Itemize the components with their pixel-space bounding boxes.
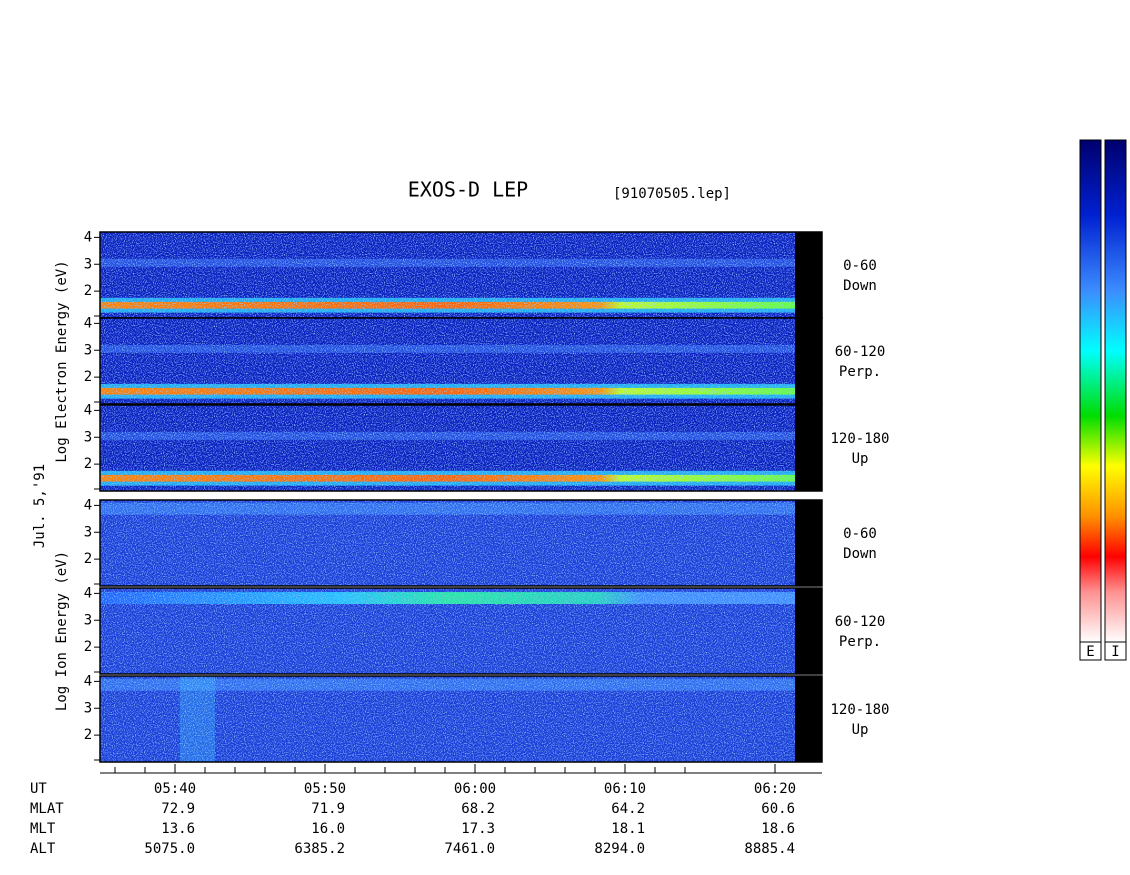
y-tick-label: 3 — [84, 700, 92, 716]
ephemeris-value: 13.6 — [161, 821, 195, 837]
y-tick-label: 3 — [84, 256, 92, 272]
ephemeris-value: 18.1 — [611, 821, 645, 837]
color-bar-label: I — [1111, 644, 1119, 660]
ephemeris-value: 64.2 — [611, 801, 645, 817]
y-tick-label: 4 — [84, 585, 92, 601]
color-bar — [1104, 139, 1127, 643]
x-tick-label: 05:40 — [154, 781, 196, 797]
color-bar-label-box — [1104, 641, 1127, 661]
speckle — [100, 318, 795, 404]
y-tick-label: 2 — [84, 639, 92, 655]
panel-frame — [99, 499, 823, 587]
y-tick-label: 3 — [84, 612, 92, 628]
direction-label: Up — [852, 451, 869, 467]
color-bar-label-box — [1079, 641, 1102, 661]
y-axis-label: Log Electron Energy (eV) — [54, 260, 70, 462]
ephemeris-value: 8294.0 — [594, 841, 645, 857]
speckle — [100, 405, 795, 491]
direction-label: Down — [843, 278, 877, 294]
ephemeris-value: 71.9 — [311, 801, 345, 817]
ephemeris-label: UT — [30, 781, 47, 797]
speckle — [100, 232, 795, 318]
no-data — [795, 676, 822, 762]
no-data — [795, 318, 822, 404]
angle-label: 60-120 — [835, 614, 886, 630]
y-tick-label: 3 — [84, 524, 92, 540]
y-tick-label: 4 — [84, 402, 92, 418]
angle-label: 0-60 — [843, 526, 877, 542]
x-tick-label: 06:10 — [604, 781, 646, 797]
ephemeris-value: 8885.4 — [744, 841, 795, 857]
y-tick-label: 4 — [84, 497, 92, 513]
title: EXOS-D LEP — [408, 178, 528, 202]
color-bar-label: E — [1086, 644, 1094, 660]
y-tick-label: 2 — [84, 727, 92, 743]
ephemeris-value: 72.9 — [161, 801, 195, 817]
angle-label: 120-180 — [830, 702, 889, 718]
no-data — [795, 588, 822, 674]
y-tick-label: 4 — [84, 315, 92, 331]
x-tick-label: 06:00 — [454, 781, 496, 797]
direction-label: Down — [843, 546, 877, 562]
angle-label: 120-180 — [830, 431, 889, 447]
y-tick-label: 2 — [84, 456, 92, 472]
y-tick-label: 3 — [84, 429, 92, 445]
x-tick-label: 05:50 — [304, 781, 346, 797]
direction-label: Up — [852, 722, 869, 738]
y-tick-label: 2 — [84, 283, 92, 299]
direction-label: Perp. — [839, 364, 881, 380]
y-axis-label: Log Ion Energy (eV) — [54, 551, 70, 711]
y-tick-label: 4 — [84, 673, 92, 689]
date-label: Jul. 5,'91 — [32, 464, 48, 548]
panel-frame — [99, 317, 823, 405]
angle-label: 60-120 — [835, 344, 886, 360]
ephemeris-value: 60.6 — [761, 801, 795, 817]
panel-frame — [99, 404, 823, 492]
ephemeris-value: 16.0 — [311, 821, 345, 837]
ephemeris-value: 7461.0 — [444, 841, 495, 857]
ephemeris-label: MLT — [30, 821, 56, 837]
no-data — [795, 232, 822, 318]
y-tick-label: 2 — [84, 369, 92, 385]
y-tick-label: 4 — [84, 229, 92, 245]
speckle — [100, 500, 795, 586]
speckle — [100, 588, 795, 674]
ephemeris-value: 17.3 — [461, 821, 495, 837]
angle-label: 0-60 — [843, 258, 877, 274]
ephemeris-value: 68.2 — [461, 801, 495, 817]
file-name: [91070505.lep] — [613, 186, 731, 202]
ephemeris-label: MLAT — [30, 801, 64, 817]
direction-label: Perp. — [839, 634, 881, 650]
y-tick-label: 3 — [84, 342, 92, 358]
ephemeris-label: ALT — [30, 841, 56, 857]
x-tick-label: 06:20 — [754, 781, 796, 797]
panel-frame — [99, 587, 823, 675]
ephemeris-value: 6385.2 — [294, 841, 345, 857]
panel-frame — [99, 675, 823, 763]
no-data — [795, 405, 822, 491]
color-bar — [1079, 139, 1102, 643]
speckle — [100, 676, 795, 762]
ephemeris-value: 5075.0 — [144, 841, 195, 857]
ephemeris-value: 18.6 — [761, 821, 795, 837]
no-data — [795, 500, 822, 586]
y-tick-label: 2 — [84, 551, 92, 567]
